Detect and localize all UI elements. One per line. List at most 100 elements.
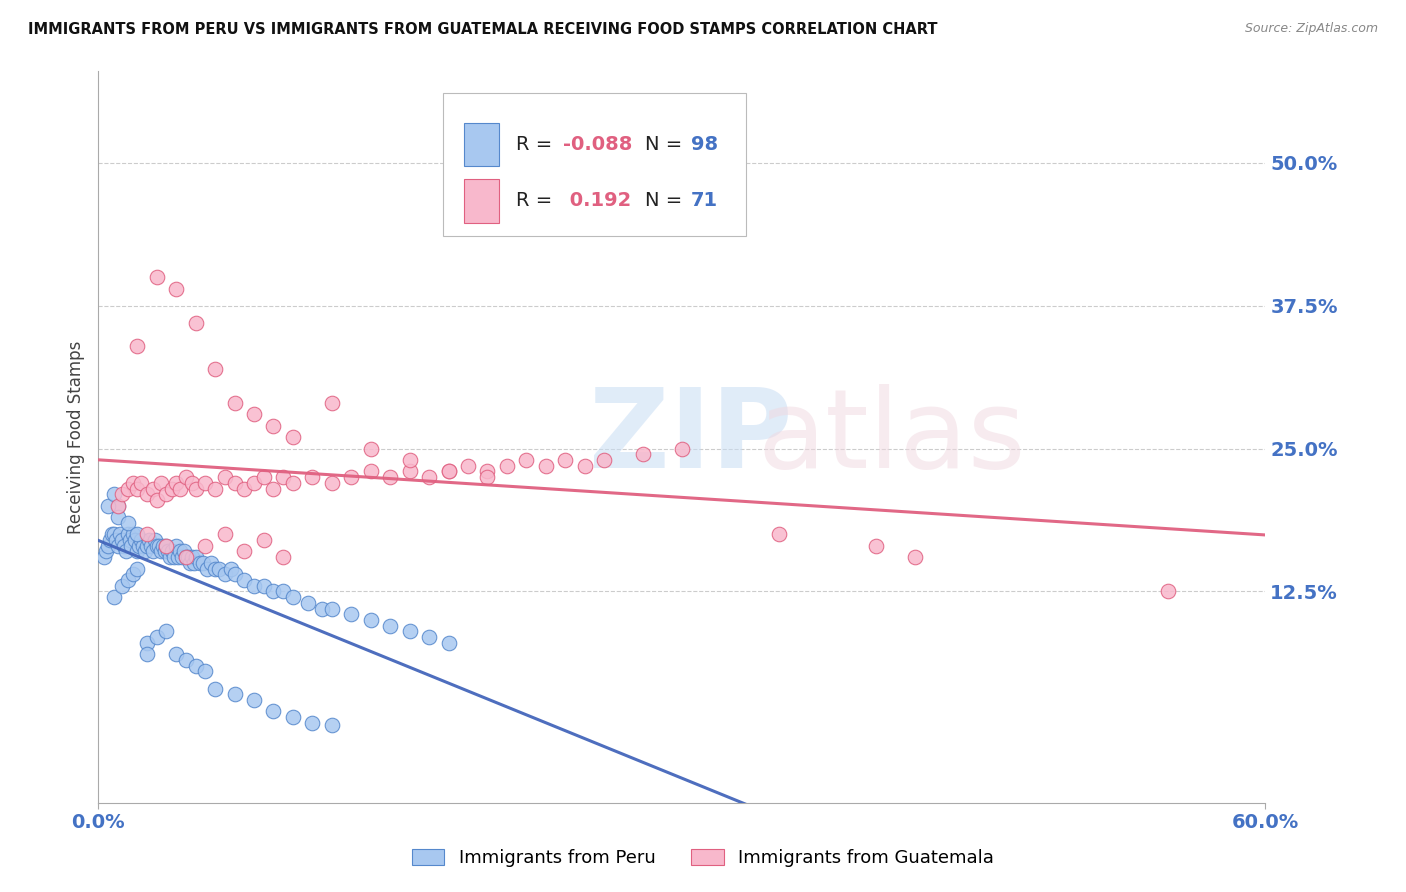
Point <box>107 499 129 513</box>
Point <box>136 487 159 501</box>
Text: atlas: atlas <box>758 384 1026 491</box>
Point <box>515 453 537 467</box>
Point <box>103 527 125 541</box>
Point <box>103 487 125 501</box>
Point <box>107 539 129 553</box>
Point <box>214 527 236 541</box>
Point <box>631 447 654 461</box>
Point <box>311 601 333 615</box>
Point <box>437 464 460 478</box>
Point <box>534 458 557 473</box>
Point <box>418 470 440 484</box>
Point <box>122 567 145 582</box>
Point <box>253 533 276 547</box>
Point <box>321 718 343 732</box>
Point <box>117 527 139 541</box>
Point <box>173 544 195 558</box>
Point <box>174 550 197 565</box>
Point <box>136 636 159 650</box>
FancyBboxPatch shape <box>464 179 499 223</box>
Point <box>122 475 145 490</box>
Point <box>768 527 790 541</box>
Point <box>219 561 242 575</box>
Point <box>297 596 319 610</box>
Point <box>129 475 152 490</box>
Text: R =: R = <box>516 135 558 154</box>
Point <box>177 550 200 565</box>
Point <box>174 470 197 484</box>
Text: N =: N = <box>644 135 688 154</box>
Text: 71: 71 <box>692 191 718 211</box>
Point <box>165 475 187 490</box>
Point <box>136 647 159 661</box>
Point <box>165 647 187 661</box>
Point <box>136 527 159 541</box>
Point <box>243 475 266 490</box>
Point <box>111 533 134 547</box>
Point <box>146 492 169 507</box>
Point <box>155 624 177 639</box>
Point <box>127 482 149 496</box>
Point <box>179 556 201 570</box>
Point <box>122 527 145 541</box>
Point <box>108 527 131 541</box>
Point <box>142 544 165 558</box>
Point <box>437 636 460 650</box>
Text: Source: ZipAtlas.com: Source: ZipAtlas.com <box>1244 22 1378 36</box>
Point <box>157 544 180 558</box>
Point <box>574 458 596 473</box>
Point <box>457 458 479 473</box>
Point <box>193 556 215 570</box>
Point <box>380 470 402 484</box>
Point <box>114 544 136 558</box>
Point <box>200 556 222 570</box>
Point <box>97 539 120 553</box>
Point <box>340 470 363 484</box>
Point <box>224 396 246 410</box>
Point <box>188 556 211 570</box>
Point <box>360 442 382 456</box>
Point <box>194 475 217 490</box>
Point <box>262 705 284 719</box>
Point <box>163 550 186 565</box>
Text: N =: N = <box>644 191 688 211</box>
Point <box>127 527 149 541</box>
Point <box>437 464 460 478</box>
Point <box>117 516 139 530</box>
Point <box>174 550 197 565</box>
Point <box>127 338 149 352</box>
Point <box>184 316 207 330</box>
Point <box>138 533 160 547</box>
Point <box>101 527 124 541</box>
Point <box>281 590 304 604</box>
Point <box>496 458 519 473</box>
Point <box>169 482 191 496</box>
Point <box>162 544 184 558</box>
Point <box>98 533 121 547</box>
Text: -0.088: -0.088 <box>562 135 633 154</box>
Point <box>194 665 217 679</box>
Point <box>904 550 927 565</box>
Point <box>262 418 284 433</box>
Point <box>360 613 382 627</box>
Point <box>281 475 304 490</box>
Legend: Immigrants from Peru, Immigrants from Guatemala: Immigrants from Peru, Immigrants from Gu… <box>405 841 1001 874</box>
Point <box>477 464 499 478</box>
Point <box>142 482 165 496</box>
Point <box>149 475 172 490</box>
Point <box>195 561 218 575</box>
Point <box>127 544 149 558</box>
Point <box>111 579 134 593</box>
Point <box>301 715 323 730</box>
Point <box>214 567 236 582</box>
Point <box>148 539 170 553</box>
Point <box>340 607 363 622</box>
Point <box>184 482 207 496</box>
Point <box>155 539 177 553</box>
Point <box>380 618 402 632</box>
Point <box>170 550 193 565</box>
Point <box>146 539 169 553</box>
Point <box>233 544 256 558</box>
Point <box>112 539 135 553</box>
Point <box>208 561 231 575</box>
